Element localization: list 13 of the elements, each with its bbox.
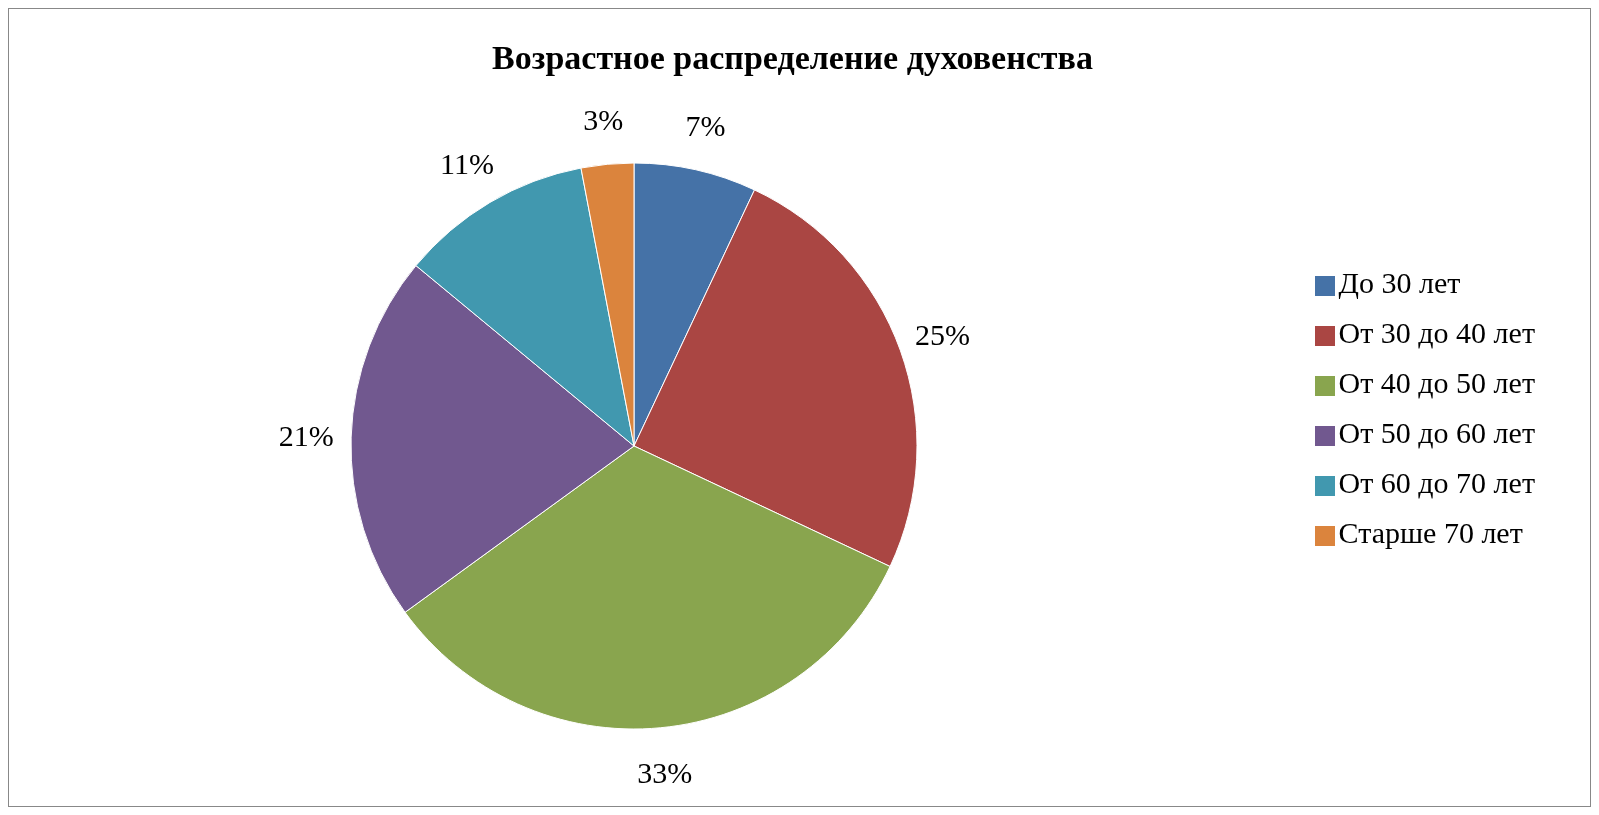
- legend-label: От 40 до 50 лет: [1338, 365, 1535, 399]
- chart-title: Возрастное распределение духовенства: [491, 39, 1094, 77]
- data-label: 11%: [440, 147, 494, 181]
- data-label: 7%: [685, 109, 726, 143]
- data-label: 33%: [637, 756, 693, 790]
- legend-label: До 30 лет: [1338, 265, 1461, 299]
- data-label: 21%: [278, 419, 334, 453]
- data-label: 3%: [583, 102, 624, 136]
- legend-label: Старше 70 лет: [1338, 515, 1523, 549]
- legend-label: От 60 до 70 лет: [1338, 465, 1535, 499]
- legend-label: От 30 до 40 лет: [1338, 315, 1535, 349]
- data-label: 25%: [915, 318, 971, 352]
- legend-label: От 50 до 60 лет: [1338, 415, 1535, 449]
